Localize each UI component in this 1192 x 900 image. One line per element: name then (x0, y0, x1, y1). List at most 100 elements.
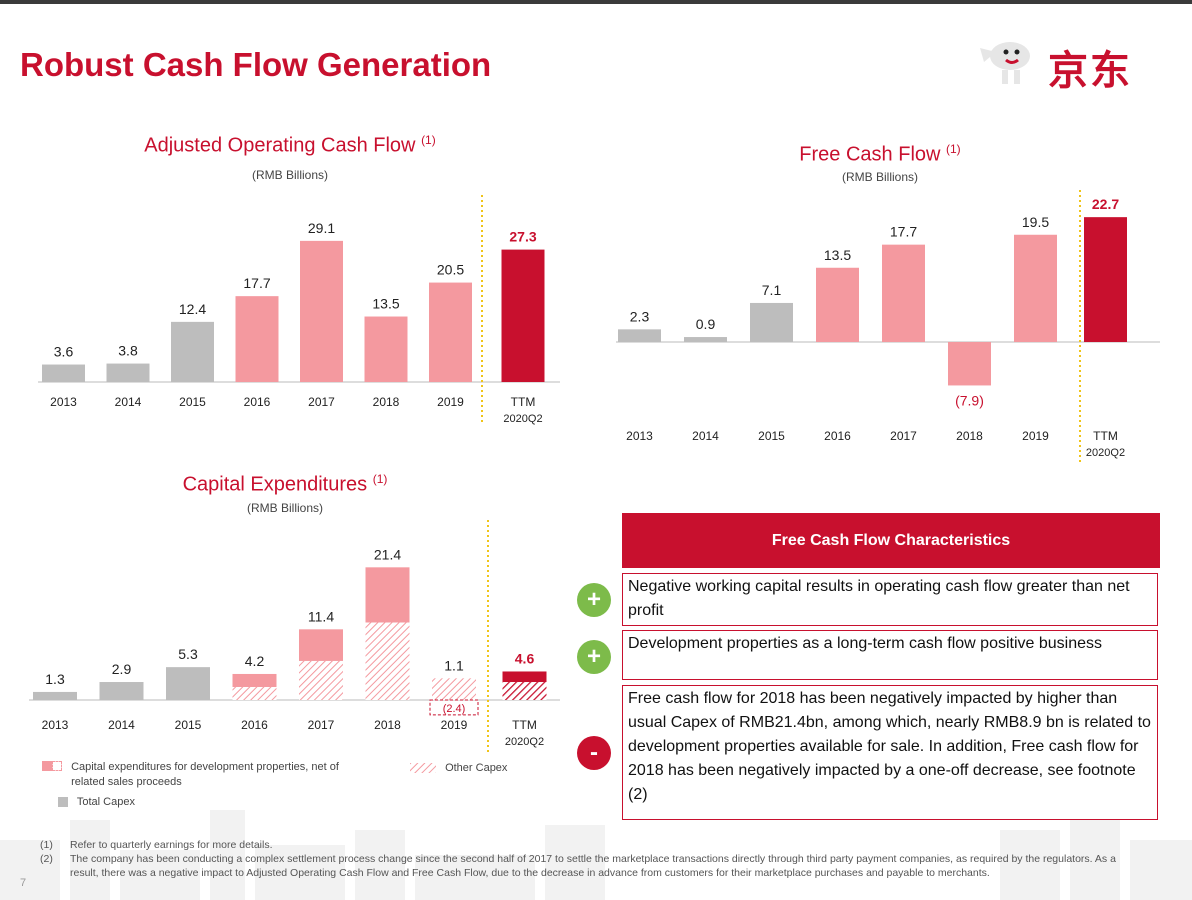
capex-dev-segment (365, 567, 410, 623)
fcf-characteristics-header: Free Cash Flow Characteristics (622, 513, 1160, 568)
capex-other-segment (502, 682, 547, 700)
fcf-xtick-8-line2: 2020Q2 (1086, 447, 1125, 459)
capex-value-label: 1.3 (45, 671, 65, 687)
capex-value-label: 5.3 (178, 646, 198, 662)
legend-total-swatch (58, 797, 68, 808)
aocf-bar-2016 (235, 296, 279, 382)
capex-dev-negative-segment (429, 699, 479, 716)
fcf-value-label: 7.1 (762, 282, 782, 298)
legend-dev-swatch (42, 761, 52, 772)
plus-icon: + (577, 583, 611, 617)
aocf-xtick-5: 2017 (308, 395, 335, 409)
fcf-bar-2016 (816, 267, 859, 342)
fcf-title-note: (1) (946, 142, 961, 156)
fcf-bar-2013 (618, 329, 661, 342)
aocf-title: Adjusted Operating Cash Flow (1) (80, 133, 500, 158)
fcf-subtitle: (RMB Billions) (841, 170, 918, 184)
footnote-text: Refer to quarterly earnings for more det… (70, 839, 273, 851)
aocf-title-note: (1) (421, 133, 436, 147)
aocf-value-label: 13.5 (372, 296, 399, 312)
fcf-xtick-2: 2014 (692, 429, 719, 443)
capex-other-segment (232, 686, 277, 700)
capex-value-label: 2.9 (112, 661, 132, 677)
capex-other-segment (432, 678, 476, 700)
fcf-characteristic-item: Development properties as a long-term ca… (622, 630, 1158, 680)
capex-total-bar (99, 682, 144, 700)
aocf-bar-2015 (171, 321, 214, 382)
footnote-2: (2) The company has been conducting a co… (40, 852, 1140, 880)
aocf-subtitle: (RMB Billions) (251, 168, 328, 182)
capex-dev-segment (502, 671, 547, 683)
legend-dev-properties: Capital expenditures for development pro… (42, 760, 372, 790)
aocf-bar-TTM (501, 249, 545, 382)
fcf-characteristic-item: Free cash flow for 2018 has been negativ… (622, 685, 1158, 820)
fcf-bar-2015 (750, 302, 793, 342)
capex-value-label: 1.1 (444, 657, 464, 673)
fcf-value-label: 19.5 (1022, 214, 1049, 230)
aocf-xtick-7: 2019 (437, 395, 464, 409)
fcf-bar-2014 (684, 337, 727, 342)
capex-value-label: 4.6 (515, 650, 535, 666)
capex-dev-segment (232, 673, 277, 687)
top-border (0, 0, 1192, 4)
aocf-xtick-1: 2013 (50, 395, 77, 409)
fcf-value-label: 13.5 (824, 247, 851, 263)
fcf-title-text: Free Cash Flow (799, 143, 941, 166)
capex-xtick-1: 2013 (42, 718, 69, 732)
fcf-xtick-3: 2015 (758, 429, 785, 443)
aocf-value-label: 3.8 (118, 343, 138, 359)
aocf-chart: 3.6 3.8 12.4 17.7 29.1 13.5 20.5 27.3 2013 2014 20… (38, 195, 560, 425)
fcf-value-label: 2.3 (630, 308, 650, 324)
fcf-value-label: (7.9) (955, 392, 984, 408)
legend-dev-swatch-dashed (52, 761, 62, 772)
aocf-xtick-8-line2: 2020Q2 (503, 413, 542, 425)
aocf-xtick-8: TTM (511, 395, 536, 409)
capex-value-label: 4.2 (245, 653, 265, 669)
legend-dev-label: Capital expenditures for development pro… (71, 761, 339, 788)
fcf-chart: 2.3 0.9 7.1 13.5 17.7 (7.9) 19.5 22.7 2013 2014 20… (616, 190, 1160, 463)
capex-title-text: Capital Expenditures (182, 473, 368, 496)
jd-mascot-logo-icon (980, 42, 1030, 84)
capex-title: Capital Expenditures (1) (75, 472, 495, 497)
aocf-xtick-3: 2015 (179, 395, 206, 409)
aocf-xtick-6: 2018 (373, 395, 400, 409)
aocf-value-label: 20.5 (437, 262, 464, 278)
fcf-xtick-5: 2017 (890, 429, 917, 443)
capex-xtick-8-line2: 2020Q2 (505, 736, 544, 748)
aocf-bar-2019 (429, 282, 472, 382)
capex-value-label: 11.4 (308, 608, 334, 624)
aocf-bar-2018 (364, 316, 408, 382)
aocf-value-label: 12.4 (179, 301, 206, 317)
capex-value-label: 21.4 (374, 546, 401, 562)
capex-xtick-8: TTM (512, 718, 537, 732)
aocf-bar-2017 (300, 240, 343, 382)
footnote-number: (1) (40, 839, 53, 851)
capex-negative-label: (2.4) (443, 703, 466, 715)
capex-other-segment (365, 622, 410, 700)
capex-other-segment (299, 660, 343, 700)
fcf-xtick-4: 2016 (824, 429, 851, 443)
plus-icon: + (577, 640, 611, 674)
capex-subtitle: (RMB Billions) (246, 501, 323, 515)
aocf-title-text: Adjusted Operating Cash Flow (144, 134, 416, 157)
fcf-xtick-8: TTM (1093, 429, 1118, 443)
fcf-value-label: 0.9 (696, 316, 716, 332)
fcf-bar-TTM (1084, 217, 1127, 342)
capex-xtick-2: 2014 (108, 718, 135, 732)
aocf-value-label: 17.7 (243, 275, 270, 291)
footnote-1: (1) Refer to quarterly earnings for more… (40, 838, 1140, 852)
page-number: 7 (20, 877, 27, 889)
capex-xtick-7: 2019 (441, 718, 468, 732)
fcf-xtick-6: 2018 (956, 429, 983, 443)
aocf-value-label: 29.1 (308, 220, 335, 236)
fcf-xtick-7: 2019 (1022, 429, 1049, 443)
legend-other-label: Other Capex (445, 762, 508, 774)
capex-xtick-4: 2016 (241, 718, 268, 732)
fcf-xtick-1: 2013 (626, 429, 653, 443)
aocf-value-label: 27.3 (509, 229, 536, 245)
legend-other-capex: Other Capex (410, 762, 507, 774)
legend-other-swatch (410, 763, 436, 774)
fcf-value-label: 22.7 (1092, 196, 1119, 212)
legend-total-capex: Total Capex (58, 796, 135, 808)
fcf-bar-2019 (1014, 234, 1057, 342)
